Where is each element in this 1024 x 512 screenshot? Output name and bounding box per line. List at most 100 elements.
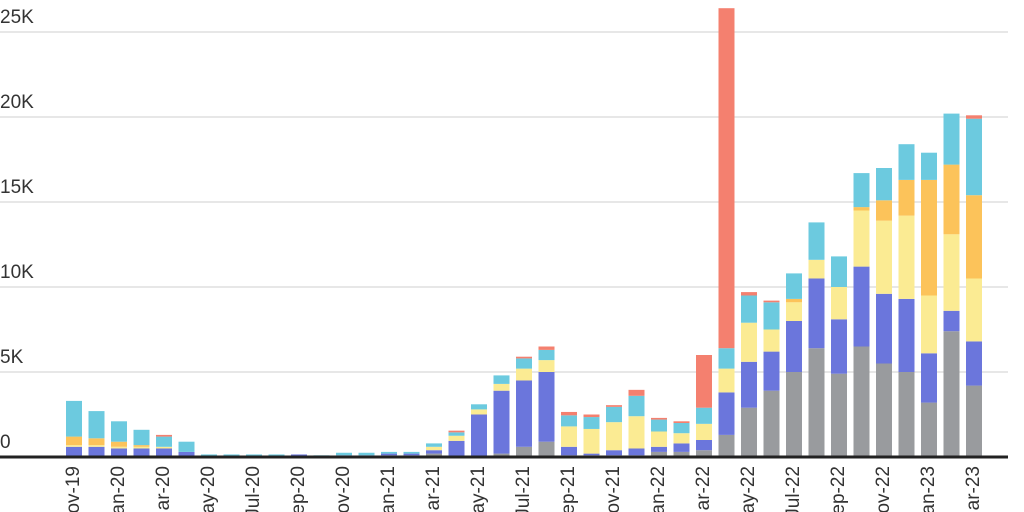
- bar-segment: [516, 446, 532, 457]
- bar-segment: [651, 419, 667, 432]
- bar-segment: [403, 453, 420, 456]
- bar-segment: [156, 446, 172, 449]
- x-tick-label: Nov-21: [603, 466, 624, 512]
- bar-segment: [808, 222, 825, 260]
- bar-segment: [516, 380, 532, 447]
- bar-segment: [831, 319, 847, 374]
- x-tick-label: Sep-20: [288, 466, 309, 512]
- x-tick-label: Nov-19: [63, 466, 84, 512]
- bar-segment: [763, 329, 780, 352]
- y-tick-label: 0: [0, 432, 11, 453]
- x-tick-label: May-21: [468, 466, 489, 512]
- bar-segment: [966, 118, 982, 196]
- bar-segment: [66, 400, 82, 437]
- bar-segment: [606, 450, 622, 456]
- bar-segment: [66, 446, 82, 457]
- bar-segment: [111, 446, 127, 449]
- bar-segment: [831, 373, 847, 457]
- bar-segment: [448, 440, 465, 457]
- bar-segment: [696, 440, 712, 451]
- bar-segment: [673, 451, 690, 457]
- x-tick-label: Jan-22: [648, 466, 669, 512]
- bar-segment: [583, 417, 600, 429]
- bar-segment: [538, 360, 555, 372]
- bar-segment: [876, 200, 892, 221]
- bar-segment: [606, 422, 622, 451]
- bar-segment: [516, 358, 532, 369]
- x-tick-label: Jan-23: [918, 466, 939, 512]
- bar-segment: [583, 414, 600, 418]
- bar-segment: [898, 372, 915, 457]
- bar-segment: [898, 298, 915, 372]
- bar-segment: [651, 431, 667, 447]
- x-tick-label: May-22: [738, 466, 759, 512]
- y-tick-label: 20K: [0, 92, 34, 113]
- bar-segment: [448, 435, 465, 441]
- bar-segment: [673, 421, 690, 423]
- bar-segment: [493, 375, 510, 384]
- bar-segment: [381, 453, 397, 456]
- bar-segment: [471, 409, 487, 415]
- bar-segment: [966, 385, 982, 457]
- bar-segment: [471, 414, 487, 457]
- bar-segment: [133, 448, 150, 457]
- bar-segment: [583, 428, 600, 454]
- bar-segment: [628, 448, 645, 456]
- bar-segment: [471, 404, 487, 410]
- x-tick-label: Jul-20: [243, 466, 264, 512]
- bar-segment: [673, 443, 690, 452]
- bar-segment: [583, 453, 600, 456]
- bar-segment: [921, 295, 937, 354]
- bar-segment: [786, 321, 802, 372]
- bar-segment: [111, 441, 127, 447]
- bar-segment: [133, 445, 150, 447]
- bar-segment: [943, 331, 960, 457]
- x-tick-label: Jul-21: [513, 466, 534, 512]
- bar-segment: [426, 450, 442, 454]
- bar-segment: [763, 351, 780, 391]
- bar-segment: [561, 411, 577, 416]
- bar-segment: [898, 215, 915, 299]
- bar-segment: [561, 426, 577, 447]
- bar-segment: [336, 452, 352, 456]
- bar-segment: [516, 356, 532, 359]
- bar-segment: [718, 8, 735, 349]
- bar-segment: [88, 446, 105, 457]
- y-tick-label: 15K: [0, 177, 34, 198]
- bar-segment: [538, 349, 555, 361]
- y-tick-label: 10K: [0, 262, 34, 283]
- bar-segment: [966, 115, 982, 119]
- x-tick-label: Mar-23: [963, 466, 984, 512]
- bar-segment: [696, 355, 712, 408]
- x-tick-label: Nov-20: [333, 466, 354, 512]
- bar-segment: [966, 195, 982, 279]
- bar-segment: [88, 445, 105, 447]
- bar-segment: [763, 390, 780, 457]
- bar-segment: [673, 433, 690, 444]
- bar-segment: [493, 383, 510, 391]
- bar-segment: [898, 144, 915, 180]
- bar-segment: [876, 363, 892, 457]
- bar-segment: [741, 407, 757, 457]
- y-tick-label: 25K: [0, 7, 34, 28]
- bar-segment: [651, 446, 667, 452]
- bar-segment: [786, 372, 802, 457]
- bar-segment: [921, 353, 937, 403]
- bar-segment: [853, 173, 870, 208]
- x-tick-label: Mar-22: [693, 466, 714, 512]
- bar-segment: [426, 446, 442, 451]
- bar-segment: [898, 179, 915, 216]
- bar-segment: [111, 448, 127, 457]
- bar-segment: [673, 423, 690, 434]
- bar-segment: [403, 451, 420, 454]
- bar-segment: [696, 423, 712, 440]
- bar-segment: [921, 402, 937, 457]
- bar-segment: [831, 256, 847, 287]
- bar-segment: [696, 407, 712, 424]
- bar-segment: [156, 436, 172, 447]
- bar-segment: [696, 450, 712, 457]
- bar-segment: [943, 113, 960, 165]
- bar-segment: [111, 421, 127, 442]
